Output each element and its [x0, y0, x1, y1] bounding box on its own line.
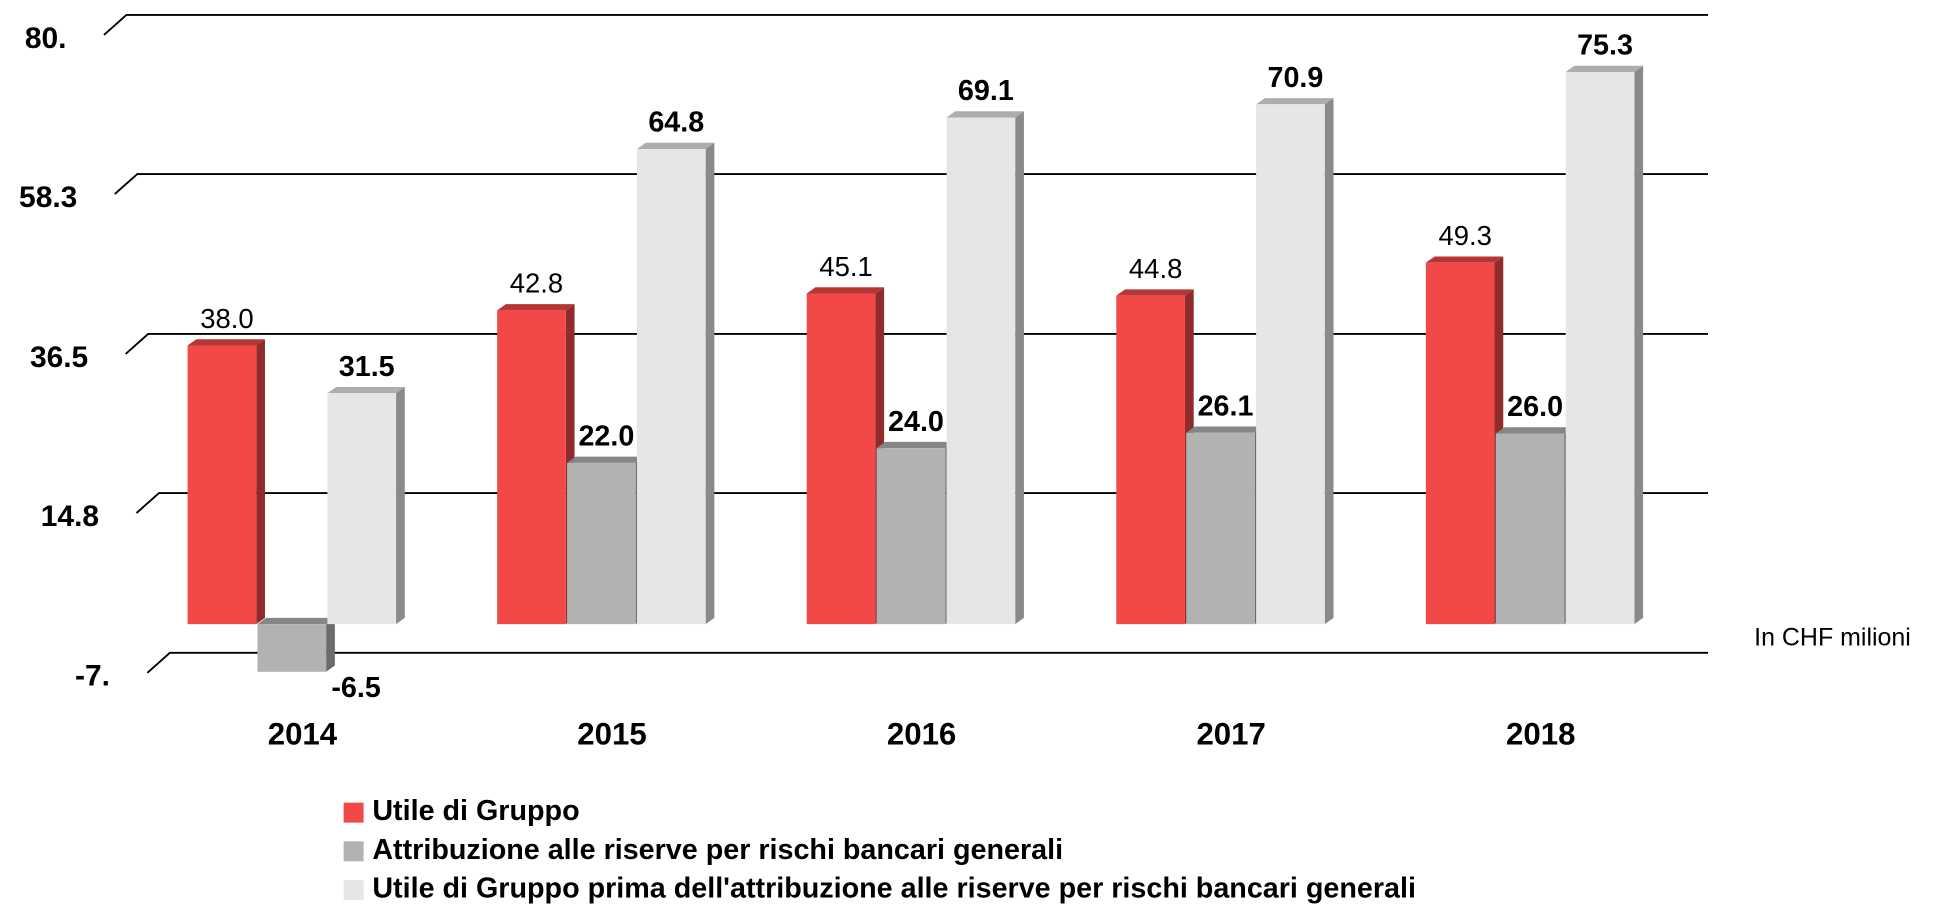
- bar-top: [946, 111, 1024, 118]
- value-label: 64.8: [648, 107, 704, 139]
- bar: [806, 293, 876, 625]
- legend-swatch: [343, 841, 364, 862]
- legend-label: Utile di Gruppo: [372, 795, 579, 827]
- bar: [1256, 104, 1325, 625]
- legend-swatch: [343, 802, 364, 823]
- grid-line: [146, 651, 1708, 674]
- bar-side: [326, 617, 335, 672]
- bar-side: [256, 339, 265, 625]
- bar-top: [187, 339, 265, 346]
- bar: [1425, 262, 1495, 625]
- y-tick-label: -7.: [75, 660, 110, 693]
- bar-side: [1324, 98, 1334, 625]
- value-label: 24.0: [888, 406, 944, 438]
- y-tick-label: 80.: [25, 22, 67, 55]
- legend-label: Attribuzione alle riserve per rischi ban…: [372, 834, 1063, 866]
- bar-top: [1116, 289, 1194, 296]
- value-label: 49.3: [1438, 220, 1491, 251]
- bar-top: [806, 287, 885, 294]
- x-tick-label: 2014: [268, 717, 338, 752]
- annotation: In CHF milioni: [1754, 624, 1911, 652]
- value-label: 26.1: [1198, 390, 1254, 422]
- bar-top: [497, 304, 575, 311]
- value-label: 75.3: [1577, 30, 1633, 62]
- grid-line: [114, 173, 1708, 195]
- value-label: 38.0: [200, 303, 253, 334]
- bar-top: [1256, 98, 1334, 105]
- x-tick-label: 2015: [577, 717, 646, 752]
- bar-side: [1634, 65, 1644, 625]
- bar: [876, 448, 946, 625]
- bar-top: [1425, 256, 1504, 263]
- value-label: 45.1: [819, 251, 872, 282]
- bar-side: [1015, 111, 1024, 625]
- value-label: 26.0: [1507, 391, 1563, 423]
- bar-top: [1186, 426, 1264, 433]
- y-tick-label: 36.5: [30, 341, 88, 374]
- bar: [1495, 433, 1565, 625]
- bar: [257, 624, 327, 672]
- x-tick-label: 2017: [1196, 717, 1265, 752]
- grid-line: [103, 14, 1708, 36]
- value-label: 70.9: [1268, 62, 1324, 94]
- bar-top: [876, 441, 955, 449]
- bar: [1565, 72, 1635, 625]
- bar: [497, 310, 566, 625]
- value-label: 22.0: [578, 420, 634, 452]
- value-label: 42.8: [510, 268, 563, 299]
- bar: [567, 462, 636, 625]
- bar-top: [636, 142, 715, 150]
- bar-top: [1495, 427, 1574, 434]
- bar-top: [567, 456, 645, 463]
- value-label: -6.5: [331, 672, 380, 704]
- bar: [1186, 432, 1255, 625]
- y-tick-label: 14.8: [41, 500, 99, 533]
- value-label: 69.1: [958, 75, 1014, 107]
- bar-top: [257, 617, 335, 625]
- y-tick-label: 58.3: [19, 181, 77, 214]
- x-tick-label: 2016: [887, 717, 956, 752]
- bar: [327, 393, 397, 625]
- legend-swatch: [343, 880, 364, 901]
- bar-top: [1565, 65, 1644, 73]
- value-label: 44.8: [1129, 253, 1182, 284]
- bar: [1116, 295, 1185, 625]
- bar-side: [396, 386, 405, 625]
- bar: [187, 345, 257, 625]
- x-tick-label: 2018: [1506, 717, 1575, 752]
- legend-label: Utile di Gruppo prima dell'attribuzione …: [372, 873, 1416, 905]
- value-label: 31.5: [339, 351, 395, 383]
- bar: [946, 117, 1016, 625]
- bar-side: [705, 142, 715, 625]
- bar: [636, 149, 706, 625]
- bar-top: [327, 386, 405, 394]
